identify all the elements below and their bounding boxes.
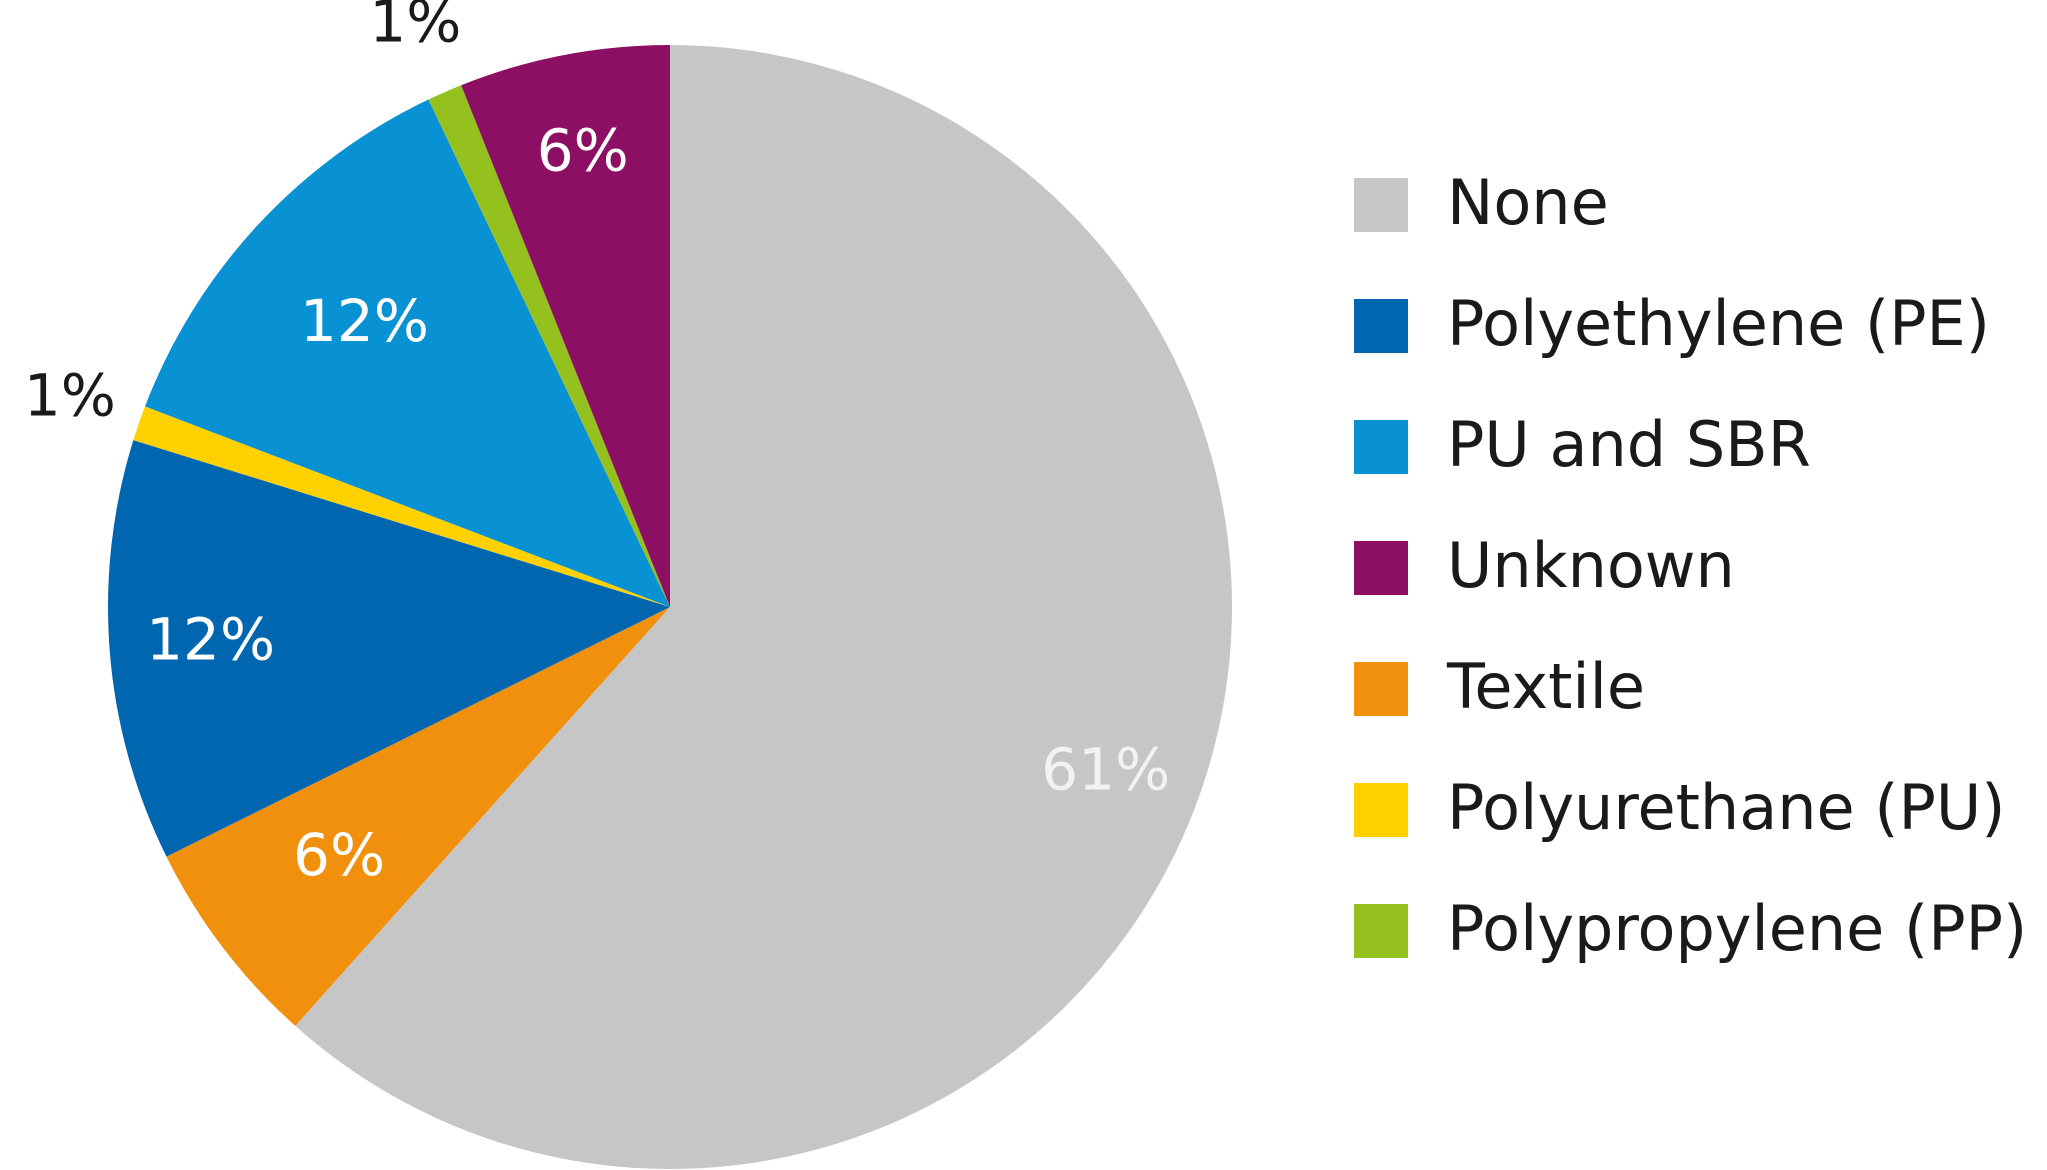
pie-slice [461, 45, 670, 607]
legend-swatch [1354, 662, 1408, 716]
pie-slice [295, 45, 1232, 1169]
legend-swatch [1354, 420, 1408, 474]
data-label: 1% [24, 361, 116, 429]
data-label: 12% [146, 606, 275, 674]
pie-slice [133, 406, 670, 607]
legend-label: Unknown [1447, 529, 1735, 602]
pie-slice [145, 99, 670, 607]
pie-slice [428, 85, 670, 608]
data-label: 6% [537, 117, 629, 185]
legend-swatch [1354, 541, 1408, 595]
legend-label: Polyethylene (PE) [1447, 287, 1990, 360]
data-label: 1% [369, 0, 461, 55]
legend-label: PU and SBR [1447, 408, 1811, 481]
legend-label: None [1447, 166, 1609, 239]
data-label: 61% [1041, 736, 1170, 804]
pie-slice [108, 440, 670, 857]
legend-label: Textile [1446, 650, 1645, 723]
legend-swatch [1354, 299, 1408, 353]
legend-swatch [1354, 783, 1408, 837]
legend-swatch [1354, 178, 1408, 232]
pie-slice [166, 607, 671, 1026]
legend-label: Polypropylene (PP) [1447, 892, 2027, 965]
legend-swatch [1354, 904, 1408, 958]
data-label: 6% [293, 821, 385, 889]
legend-label: Polyurethane (PU) [1447, 771, 2005, 844]
data-label: 12% [300, 287, 429, 355]
